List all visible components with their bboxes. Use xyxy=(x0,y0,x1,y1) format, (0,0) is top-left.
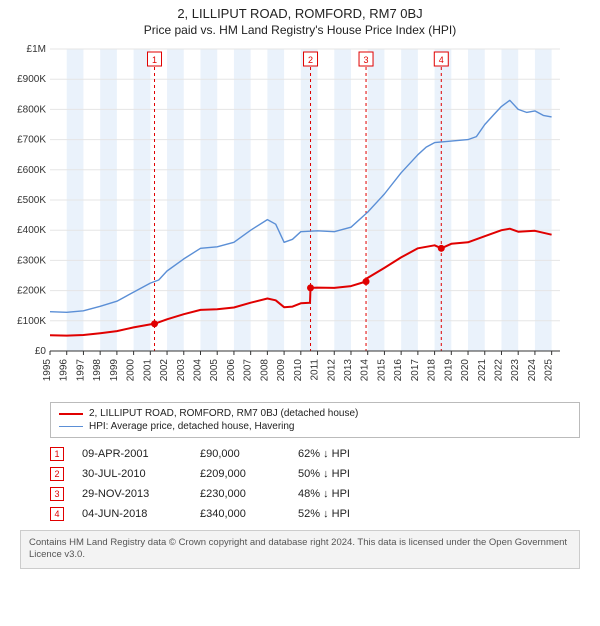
svg-text:3: 3 xyxy=(364,55,369,65)
svg-text:1999: 1999 xyxy=(109,359,120,382)
svg-text:2015: 2015 xyxy=(376,359,387,382)
svg-text:2002: 2002 xyxy=(159,359,170,382)
svg-text:2009: 2009 xyxy=(276,359,287,382)
svg-text:£100K: £100K xyxy=(17,316,46,327)
sale-date: 29-NOV-2013 xyxy=(82,488,182,500)
svg-text:2000: 2000 xyxy=(126,359,137,382)
sale-date: 09-APR-2001 xyxy=(82,448,182,460)
svg-text:2021: 2021 xyxy=(477,359,488,382)
svg-text:£400K: £400K xyxy=(17,225,46,236)
svg-text:£800K: £800K xyxy=(17,104,46,115)
svg-text:2: 2 xyxy=(308,55,313,65)
sale-row: 1 09-APR-2001 £90,000 62% ↓ HPI xyxy=(50,444,580,464)
svg-text:2006: 2006 xyxy=(226,359,237,382)
legend-label: HPI: Average price, detached house, Have… xyxy=(89,421,295,432)
svg-text:2004: 2004 xyxy=(192,359,203,382)
svg-text:£900K: £900K xyxy=(17,74,46,85)
svg-text:1997: 1997 xyxy=(75,359,86,382)
sale-price: £340,000 xyxy=(200,508,280,520)
svg-text:2005: 2005 xyxy=(209,359,220,382)
legend-swatch xyxy=(59,426,83,427)
footnote: Contains HM Land Registry data © Crown c… xyxy=(20,530,580,569)
svg-text:2023: 2023 xyxy=(510,359,521,382)
svg-text:2020: 2020 xyxy=(460,359,471,382)
svg-text:2024: 2024 xyxy=(527,359,538,382)
svg-text:2022: 2022 xyxy=(493,359,504,382)
sales-table: 1 09-APR-2001 £90,000 62% ↓ HPI 2 30-JUL-2010… xyxy=(50,444,580,524)
svg-text:1998: 1998 xyxy=(92,359,103,382)
legend-row: 2, LILLIPUT ROAD, ROMFORD, RM7 0BJ (deta… xyxy=(59,407,571,420)
svg-text:£600K: £600K xyxy=(17,165,46,176)
sale-badge: 1 xyxy=(50,447,64,461)
svg-text:£500K: £500K xyxy=(17,195,46,206)
svg-text:1995: 1995 xyxy=(42,359,53,382)
svg-text:2018: 2018 xyxy=(427,359,438,382)
svg-text:£200K: £200K xyxy=(17,286,46,297)
svg-text:2017: 2017 xyxy=(410,359,421,382)
sale-row: 2 30-JUL-2010 £209,000 50% ↓ HPI xyxy=(50,464,580,484)
sale-badge: 4 xyxy=(50,507,64,521)
sale-diff: 62% ↓ HPI xyxy=(298,448,388,460)
sale-price: £209,000 xyxy=(200,468,280,480)
svg-text:1: 1 xyxy=(152,55,157,65)
page-subtitle: Price paid vs. HM Land Registry's House … xyxy=(0,23,600,37)
svg-text:2019: 2019 xyxy=(443,359,454,382)
svg-text:£300K: £300K xyxy=(17,255,46,266)
sale-price: £230,000 xyxy=(200,488,280,500)
svg-text:£1M: £1M xyxy=(27,44,46,55)
svg-text:2001: 2001 xyxy=(142,359,153,382)
chart-svg: £0 £100K £200K £300K £400K £500K £600K £700K £80… xyxy=(0,41,560,391)
page-title: 2, LILLIPUT ROAD, ROMFORD, RM7 0BJ xyxy=(0,6,600,21)
svg-text:2011: 2011 xyxy=(310,359,321,381)
price-chart: £0 £100K £200K £300K £400K £500K £600K £700K £80… xyxy=(0,41,600,396)
sale-price: £90,000 xyxy=(200,448,280,460)
sale-diff: 52% ↓ HPI xyxy=(298,508,388,520)
svg-text:2010: 2010 xyxy=(293,359,304,382)
sale-diff: 48% ↓ HPI xyxy=(298,488,388,500)
legend-label: 2, LILLIPUT ROAD, ROMFORD, RM7 0BJ (deta… xyxy=(89,408,358,419)
svg-text:2013: 2013 xyxy=(343,359,354,382)
sale-date: 30-JUL-2010 xyxy=(82,468,182,480)
svg-text:4: 4 xyxy=(439,55,444,65)
sale-badge: 2 xyxy=(50,467,64,481)
legend-swatch xyxy=(59,413,83,415)
svg-text:2007: 2007 xyxy=(243,359,254,382)
sale-diff: 50% ↓ HPI xyxy=(298,468,388,480)
svg-text:2012: 2012 xyxy=(326,359,337,382)
svg-text:2025: 2025 xyxy=(544,359,555,382)
svg-text:1996: 1996 xyxy=(59,359,70,382)
sale-row: 4 04-JUN-2018 £340,000 52% ↓ HPI xyxy=(50,504,580,524)
svg-text:2008: 2008 xyxy=(259,359,270,382)
svg-text:£700K: £700K xyxy=(17,135,46,146)
legend-box: 2, LILLIPUT ROAD, ROMFORD, RM7 0BJ (deta… xyxy=(50,402,580,438)
sale-date: 04-JUN-2018 xyxy=(82,508,182,520)
sale-row: 3 29-NOV-2013 £230,000 48% ↓ HPI xyxy=(50,484,580,504)
legend-row: HPI: Average price, detached house, Have… xyxy=(59,420,571,433)
svg-text:£0: £0 xyxy=(35,346,47,357)
svg-text:2016: 2016 xyxy=(393,359,404,382)
svg-text:2014: 2014 xyxy=(360,359,371,382)
sale-badge: 3 xyxy=(50,487,64,501)
svg-text:2003: 2003 xyxy=(176,359,187,382)
